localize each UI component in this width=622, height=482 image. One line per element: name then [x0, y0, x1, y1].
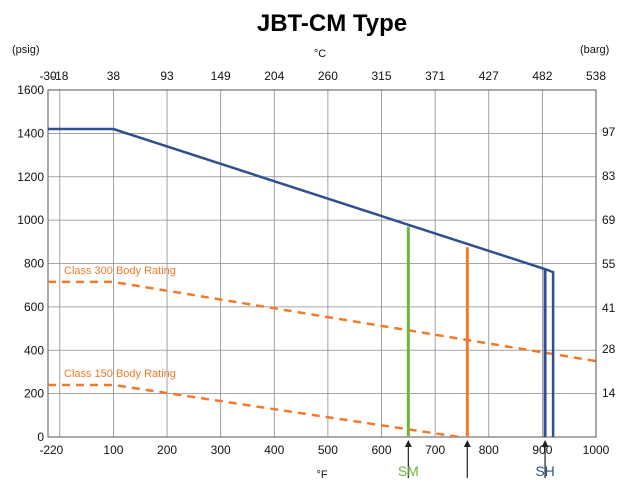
rating-curve: [48, 127, 555, 437]
axis-ticks: -22 -30 0 -18 100 38 200 93 300 149 400 204 500 260 60…: [17, 69, 615, 457]
plot-frame: [47, 89, 597, 438]
body-rating-line: [48, 383, 468, 437]
tick-label-barg: 14: [602, 386, 616, 400]
tick-label-f: 300: [211, 443, 231, 457]
tick-label-f: 1000: [583, 443, 610, 457]
tick-label-c: 38: [107, 69, 121, 83]
grid: [47, 89, 597, 438]
right-unit-label: (barg): [580, 44, 609, 56]
tick-label-f: 500: [318, 443, 338, 457]
tick-label-c: 371: [425, 69, 445, 83]
tick-label-c: 149: [211, 69, 231, 83]
chart-title: JBT-CM Type: [257, 10, 407, 37]
tick-label-f: 100: [103, 443, 123, 457]
tick-label-psig: 0: [37, 430, 44, 444]
tick-label-f: 200: [157, 443, 177, 457]
tick-label-f: -22: [39, 443, 57, 457]
tick-label-barg: 41: [602, 301, 616, 315]
markers: SM SH: [398, 226, 555, 479]
body-rating-line: [48, 280, 596, 363]
marker-label: SM: [398, 463, 419, 479]
tick-label-barg: 55: [602, 257, 616, 271]
tick-label-psig: 600: [24, 300, 44, 314]
body-rating-label: Class 300 Body Rating: [64, 265, 176, 277]
tick-label-c: 204: [264, 69, 284, 83]
tick-label-barg: 83: [602, 169, 616, 183]
tick-label-f: 700: [425, 443, 445, 457]
tick-label-f: 800: [479, 443, 499, 457]
tick-label-psig: 200: [24, 387, 44, 401]
tick-label-barg: 28: [602, 342, 616, 356]
tick-label-c: -30: [39, 69, 57, 83]
tick-label-c: -18: [51, 69, 69, 83]
left-unit-label: (psig): [12, 44, 40, 56]
top-unit-label: °C: [314, 48, 326, 60]
tick-label-c: 315: [372, 69, 392, 83]
tick-label-psig: 1400: [17, 126, 44, 140]
tick-label-psig: 1200: [17, 170, 44, 184]
tick-label-barg: 69: [602, 213, 616, 227]
tick-label-psig: 400: [24, 343, 44, 357]
marker-arrow-head: [463, 440, 471, 447]
series: Class 300 Body Rating Class 150 Body Rati…: [48, 127, 596, 437]
tick-label-psig: 1000: [17, 213, 44, 227]
tick-label-psig: 800: [24, 257, 44, 271]
tick-label-c: 427: [479, 69, 499, 83]
tick-label-barg: 97: [602, 125, 616, 139]
tick-label-c: 260: [318, 69, 338, 83]
tick-label-f: 0: [56, 443, 63, 457]
marker-label: SH: [535, 463, 554, 479]
body-rating-label: Class 150 Body Rating: [64, 368, 176, 380]
bottom-unit-label: °F: [316, 469, 327, 481]
tick-label-c: 538: [586, 69, 606, 83]
tick-label-psig: 1600: [17, 83, 44, 97]
tick-label-c: 482: [532, 69, 552, 83]
tick-label-c: 93: [160, 69, 174, 83]
tick-label-f: 600: [372, 443, 392, 457]
tick-label-f: 400: [264, 443, 284, 457]
marker-arrow-head: [404, 440, 412, 447]
marker-arrow-head: [541, 440, 549, 447]
